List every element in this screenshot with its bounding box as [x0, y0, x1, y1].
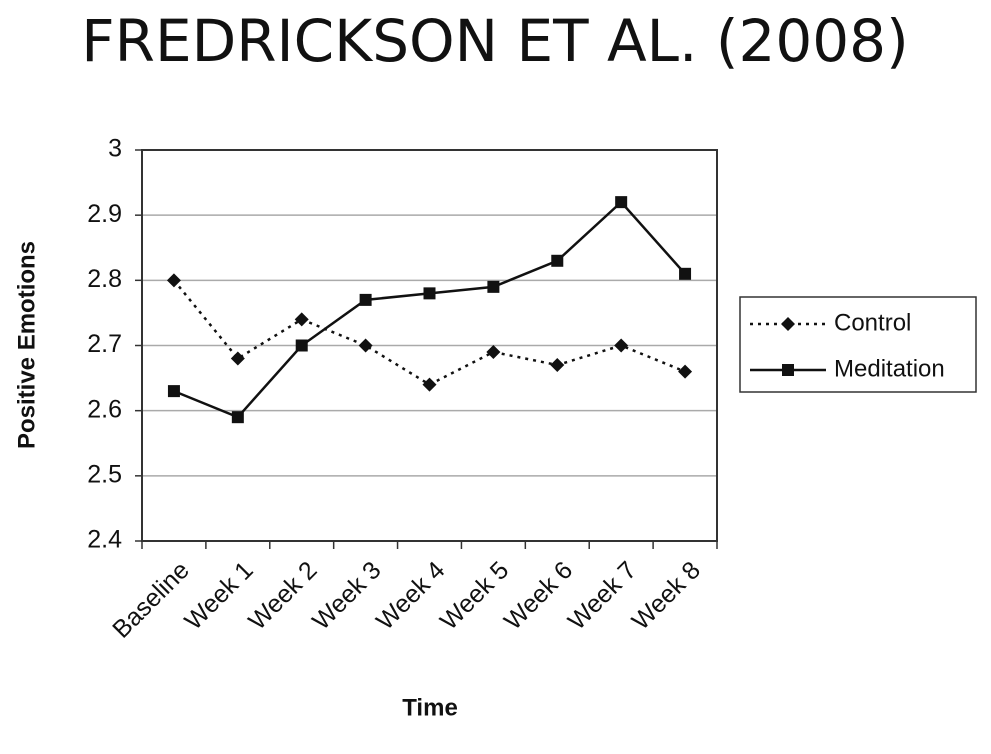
y-tick-label: 2.4 — [87, 526, 122, 554]
x-tick-label: Week 8 — [627, 556, 706, 635]
y-tick-label: 2.9 — [87, 200, 122, 228]
marker — [231, 411, 244, 424]
y-tick-label: 2.5 — [87, 460, 122, 488]
marker — [359, 293, 372, 306]
marker — [295, 339, 308, 352]
marker — [230, 351, 245, 366]
y-tick-label: 2.8 — [87, 265, 122, 293]
marker — [487, 280, 500, 293]
marker — [550, 358, 565, 373]
x-tick-label: Week 6 — [499, 556, 578, 635]
chart-title: FREDRICKSON ET AL. (2008) — [81, 7, 908, 75]
y-axis-title: Positive Emotions — [13, 241, 40, 449]
x-tick-label: Week 1 — [179, 556, 258, 635]
marker — [551, 254, 564, 267]
legend-box — [739, 296, 977, 393]
marker — [678, 364, 693, 379]
x-tick-label: Week 5 — [435, 556, 514, 635]
y-tick-label: 2.6 — [87, 395, 122, 423]
legend-marker — [782, 364, 794, 376]
y-tick-label: 3 — [108, 135, 122, 163]
marker — [167, 385, 180, 398]
x-tick-label: Week 7 — [563, 556, 642, 635]
legend-label: Meditation — [834, 355, 945, 382]
x-tick-label: Baseline — [107, 556, 195, 644]
x-tick-label: Week 3 — [307, 556, 386, 635]
marker — [166, 273, 181, 288]
x-tick-label: Week 4 — [371, 556, 450, 635]
plot-frame — [141, 149, 718, 542]
x-axis-title: Time — [402, 694, 458, 721]
marker — [422, 377, 437, 392]
marker — [294, 312, 309, 327]
marker — [358, 338, 373, 353]
legend-marker — [781, 317, 795, 331]
marker — [486, 345, 501, 360]
x-tick-label: Week 2 — [243, 556, 322, 635]
marker — [679, 267, 692, 280]
marker — [423, 287, 436, 300]
marker — [615, 196, 628, 209]
marker — [614, 338, 629, 353]
legend-label: Control — [834, 309, 911, 336]
y-tick-label: 2.7 — [87, 330, 122, 358]
